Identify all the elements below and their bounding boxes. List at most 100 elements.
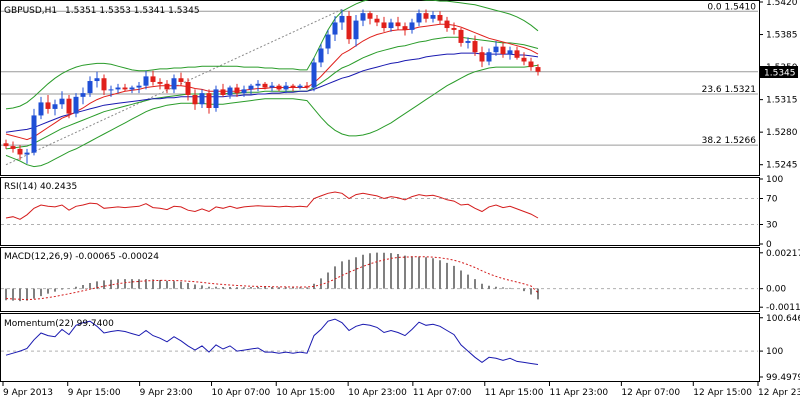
candle-body [458, 29, 464, 43]
candle-body [437, 15, 443, 21]
time-tick-label: 12 Apr 23:00 [758, 388, 800, 398]
macd-histogram [5, 252, 539, 302]
price-tick-label: 1.5315 [766, 96, 798, 106]
rsi-pane-frame [0, 177, 760, 246]
price-tick-label: 1.5245 [766, 161, 798, 171]
price-tick-label: 1.5280 [766, 128, 798, 138]
fib-label: 0.0 1.5410 [707, 2, 756, 12]
price-tick-label: 1.5420 [766, 0, 798, 8]
bollinger-lower [5, 64, 539, 168]
macd-tick-label: 0.00217 [766, 249, 800, 259]
rsi-series [5, 191, 539, 220]
macd-tick-label: 0.00 [766, 285, 786, 295]
candle-body [395, 22, 401, 27]
candle-body [332, 22, 338, 35]
time-tick-label: 10 Apr 23:00 [348, 388, 407, 398]
time-tick-label: 11 Apr 15:00 [485, 388, 544, 398]
momentum-tick-label: 99.4979 [766, 373, 800, 383]
candle-body [213, 89, 219, 108]
candles [3, 9, 541, 164]
instrument-label: GBPUSD,H1 1.5351 1.5353 1.5341 1.5345 [4, 6, 200, 16]
macd-pane-frame [0, 247, 760, 312]
candle-body [444, 20, 450, 29]
momentum-line [5, 318, 539, 365]
fibonacci-lines: 0.0 1.5410 23.6 1.5321 38.2 1.5266 [1, 2, 758, 146]
candle-body [52, 104, 58, 109]
macd-signal-series [5, 256, 539, 301]
candle-body [129, 87, 135, 90]
candle-body [500, 46, 506, 55]
bollinger-upper [5, 0, 539, 110]
macd-axis: 0.00217 0.00 -0.00112 [760, 249, 800, 313]
rsi-line [5, 191, 539, 220]
candle-body [164, 83, 170, 90]
candle-body [381, 22, 387, 29]
time-tick-label: 10 Apr 15:00 [276, 388, 335, 398]
candle-body [31, 115, 37, 153]
current-price-box [760, 66, 798, 78]
candle-body [311, 62, 317, 88]
candle-body [157, 81, 163, 84]
candle-body [374, 18, 380, 23]
candle-body [493, 46, 499, 53]
candle-body [101, 78, 107, 91]
candle-body [318, 48, 324, 63]
time-tick-label: 9 Apr 2013 [3, 388, 53, 398]
bollinger-bands [5, 0, 539, 168]
candle-body [269, 85, 275, 88]
time-tick-label: 10 Apr 07:00 [212, 388, 271, 398]
rsi-levels [1, 198, 758, 225]
candle-body [143, 76, 149, 86]
candle-body [472, 41, 478, 53]
rsi-tick-label: 70 [766, 195, 778, 205]
candle-body [10, 146, 16, 149]
candle-body [45, 102, 51, 109]
candle-body [479, 52, 485, 62]
candle-body [234, 87, 240, 94]
macd-signal-line [5, 256, 539, 301]
candle-body [416, 13, 422, 23]
current-price-label: 1.5345 [764, 69, 796, 79]
rsi-tick-label: 100 [766, 175, 783, 185]
candle-body [150, 76, 156, 82]
instrument-name: GBPUSD,H1 [4, 6, 57, 16]
candle-body [122, 87, 128, 90]
current-price-marker: 1.5345 [760, 66, 798, 79]
candle-body [241, 89, 247, 94]
candle-body [17, 148, 23, 155]
candle-body [423, 13, 429, 19]
fib-label: 38.2 1.5266 [702, 136, 757, 146]
candle-body [339, 15, 345, 23]
time-axis: 9 Apr 2013 9 Apr 15:00 9 Apr 23:00 10 Apr 0… [2, 382, 800, 398]
candle-body [283, 85, 289, 90]
price-pane: 0.0 1.5410 23.6 1.5321 38.2 1.5266 1.5420 1… [0, 0, 798, 176]
candle-body [451, 28, 457, 30]
price-pane-frame [0, 0, 760, 176]
rsi-label: RSI(14) 40.2435 [4, 182, 77, 192]
momentum-tick-label: 100.6465 [766, 314, 800, 324]
momentum-series [5, 318, 539, 365]
candle-body [248, 85, 254, 90]
candle-body [262, 83, 268, 88]
candle-body [514, 50, 520, 58]
candle-body [402, 26, 408, 30]
momentum-pane-frame [0, 313, 760, 382]
candle-body [276, 85, 282, 90]
candle-body [528, 61, 534, 68]
ohlc-values: 1.5351 1.5353 1.5341 1.5345 [65, 6, 200, 16]
candle-body [388, 22, 394, 29]
time-tick-label: 11 Apr 07:00 [413, 388, 472, 398]
rsi-axis: 100 70 30 0 [760, 175, 783, 250]
candle-body [255, 83, 261, 86]
price-tick-label: 1.5385 [766, 31, 798, 41]
macd-tick-label: -0.00112 [766, 303, 800, 313]
candle-body [360, 13, 366, 21]
candle-body [227, 87, 233, 95]
time-tick-label: 9 Apr 23:00 [140, 388, 193, 398]
candle-body [325, 34, 331, 49]
candle-body [535, 67, 541, 72]
rsi-pane: 100 70 30 0 RSI(14) 40.2435 [0, 175, 783, 250]
candle-body [521, 57, 527, 62]
candle-body [199, 93, 205, 105]
candle-body [87, 81, 93, 94]
